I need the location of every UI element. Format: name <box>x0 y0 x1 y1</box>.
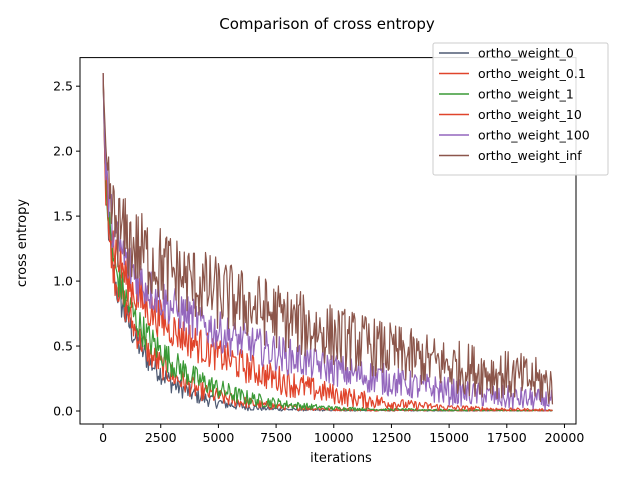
legend-label: ortho_weight_0 <box>478 46 574 61</box>
legend-label: ortho_weight_100 <box>478 128 590 143</box>
plot-area <box>102 73 554 412</box>
plot-frame <box>79 57 577 425</box>
legend-box <box>432 42 609 176</box>
x-tick-label: 5000 <box>203 430 235 445</box>
series-line <box>102 73 554 412</box>
series-layer <box>102 73 554 412</box>
x-tick-label: 20000 <box>545 430 585 445</box>
y-tick-label: 1.5 <box>53 209 73 224</box>
legend-label: ortho_weight_10 <box>478 107 582 122</box>
legend-label: ortho_weight_0.1 <box>478 66 586 81</box>
x-tick-label: 0 <box>99 430 107 445</box>
legend-label: ortho_weight_1 <box>478 87 574 102</box>
y-tick-label: 0.0 <box>53 404 73 419</box>
x-tick-label: 10000 <box>314 430 354 445</box>
x-tick-label: 7500 <box>260 430 292 445</box>
chart-title: Comparison of cross entropy <box>219 15 435 33</box>
y-tick-label: 0.5 <box>53 339 73 354</box>
legend: ortho_weight_0 ortho_weight_0.1 ortho_weig… <box>432 42 609 176</box>
legend-label: ortho_weight_inf <box>478 148 582 163</box>
y-axis-label: cross entropy <box>15 199 30 287</box>
x-axis: 0 2500 5000 7500 10000 12500 15000 17500 20000 <box>99 424 584 445</box>
y-tick-label: 1.0 <box>53 274 73 289</box>
y-axis: 0.0 0.5 1.0 1.5 2.0 2.5 <box>53 79 80 419</box>
x-tick-label: 17500 <box>487 430 527 445</box>
y-tick-label: 2.0 <box>53 144 73 159</box>
x-tick-label: 12500 <box>372 430 412 445</box>
series-line <box>102 73 554 405</box>
series-line <box>102 73 553 412</box>
series-line <box>102 73 553 412</box>
x-axis-label: iterations <box>310 451 372 466</box>
x-tick-label: 2500 <box>145 430 177 445</box>
x-tick-label: 15000 <box>429 430 469 445</box>
y-tick-label: 2.5 <box>53 79 73 94</box>
